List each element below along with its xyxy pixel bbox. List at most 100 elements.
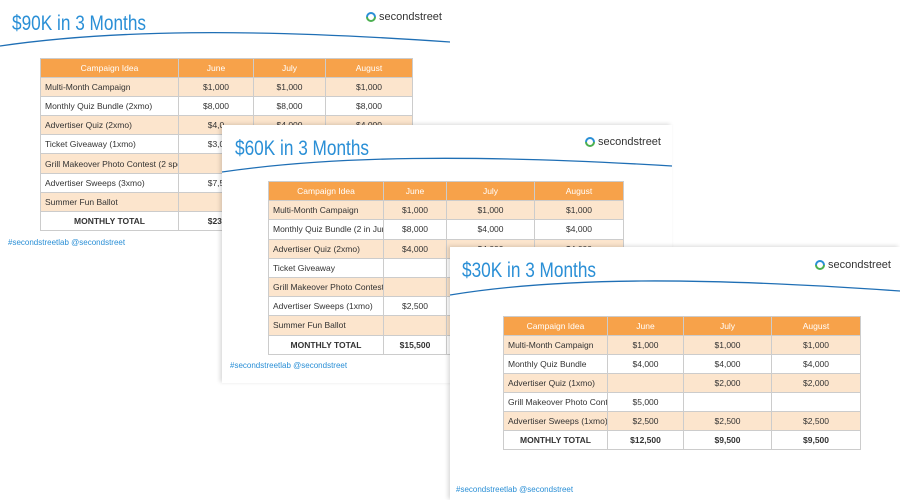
table-cell: $1,000 (535, 201, 624, 221)
table-cell: $4,000 (772, 355, 861, 374)
table-cell: $1,000 (772, 336, 861, 355)
slide-title: $90K in 3 Months (12, 12, 147, 35)
table-cell: Multi-Month Campaign (41, 78, 179, 98)
table-cell: Monthly Quiz Bundle (2 in June) (269, 220, 384, 240)
table-cell: $2,500 (384, 297, 447, 317)
logo-text: secondstreet (828, 259, 891, 271)
table-row: Campaign Idea June July August (504, 317, 861, 336)
table-cell: August (772, 317, 861, 336)
table-cell: $1,000 (179, 78, 254, 98)
table-cell: $1,000 (384, 201, 447, 221)
table-cell: August (535, 182, 624, 202)
wave-path (0, 31, 450, 47)
table-cell (384, 258, 447, 278)
table-cell: Multi-Month Campaign (269, 201, 384, 221)
table-cell: $2,000 (684, 374, 772, 393)
table-cell: MONTHLY TOTAL (41, 211, 179, 231)
logo: secondstreet (585, 136, 661, 148)
table-cell: July (684, 317, 772, 336)
table-cell: Advertiser Quiz (1xmo) (504, 374, 608, 393)
table-row: Monthly Quiz Bundle (2 in June) $8,000 $4,… (269, 220, 624, 240)
table-cell: Advertiser Sweeps (1xmo) (504, 412, 608, 431)
table-row: MONTHLY TOTAL $12,500 $9,500 $9,500 (504, 431, 861, 450)
table-cell: Campaign Idea (41, 59, 179, 79)
table-cell: Grill Makeover Photo Contest (269, 277, 384, 298)
table-cell: MONTHLY TOTAL (504, 431, 608, 450)
table-cell: $9,500 (684, 431, 772, 450)
wave-path (450, 280, 900, 296)
table-cell: $8,000 (384, 220, 447, 240)
table-cell: Summer Fun Ballot (41, 192, 179, 212)
footer: #secondstreetlab @secondstreet (8, 238, 126, 247)
table-cell: Advertiser Quiz (2xmo) (41, 116, 179, 136)
table-cell: $9,500 (772, 431, 861, 450)
table-cell: Multi-Month Campaign (504, 336, 608, 355)
table-cell: Campaign Idea (504, 317, 608, 336)
table-cell (384, 316, 447, 336)
table-cell (684, 393, 772, 412)
table: Campaign Idea June July August Multi-Month C… (503, 316, 861, 450)
logo-icon (366, 12, 376, 22)
slide-title: $30K in 3 Months (462, 259, 597, 282)
slide-title: $60K in 3 Months (235, 137, 370, 160)
wave-line (222, 157, 672, 173)
table-cell: Advertiser Sweeps (3xmo) (41, 173, 179, 193)
table-cell: $5,000 (608, 393, 684, 412)
table-cell: $8,000 (326, 97, 413, 117)
wave-path (222, 157, 672, 173)
table-cell: $2,500 (772, 412, 861, 431)
table-cell: MONTHLY TOTAL (269, 335, 384, 355)
table-cell: $8,000 (179, 97, 254, 117)
table-cell: $4,000 (384, 239, 447, 259)
table-cell: $1,000 (684, 336, 772, 355)
table-cell: Campaign Idea (269, 182, 384, 202)
table-row: Advertiser Sweeps (1xmo) $2,500 $2,500 $2,5… (504, 412, 861, 431)
table-cell (772, 393, 861, 412)
table-cell: Ticket Giveaway (1xmo) (41, 135, 179, 155)
table: Campaign Idea June July August Multi-Month C… (40, 58, 413, 231)
table-cell: $8,000 (254, 97, 326, 117)
wave-line (450, 280, 900, 296)
table-cell: $4,000 (535, 220, 624, 240)
table-cell: $2,000 (772, 374, 861, 393)
table-cell (608, 374, 684, 393)
table-row: Monthly Quiz Bundle (2xmo) $8,000 $8,000 $8… (41, 97, 413, 117)
table-cell: June (608, 317, 684, 336)
table-cell: $1,000 (608, 336, 684, 355)
footer: #secondstreetlab @secondstreet (456, 485, 574, 494)
table-cell: $15,500 (384, 335, 447, 355)
table-cell: $12,500 (608, 431, 684, 450)
table-row: Grill Makeover Photo Contest $5,000 (504, 393, 861, 412)
logo-text: secondstreet (379, 11, 442, 23)
logo-icon (585, 137, 595, 147)
table-cell: July (447, 182, 535, 202)
table-cell: $4,000 (684, 355, 772, 374)
table-row: Multi-Month Campaign $1,000 $1,000 $1,000 (269, 201, 624, 221)
wave-line (0, 31, 450, 47)
table-cell: Grill Makeover Photo Contest (2 sponsors… (41, 154, 179, 174)
table-cell: August (326, 59, 413, 79)
logo: secondstreet (366, 11, 442, 23)
logo-icon (815, 260, 825, 270)
table-cell: Grill Makeover Photo Contest (504, 393, 608, 412)
table-cell: $4,000 (447, 220, 535, 240)
table-row: Campaign Idea June July August (269, 182, 624, 202)
table-cell (384, 277, 447, 298)
slide: $30K in 3 Months secondstreet #secondstree… (450, 247, 900, 500)
table-cell: Ticket Giveaway (269, 258, 384, 278)
table-cell: $1,000 (326, 78, 413, 98)
table-cell: June (179, 59, 254, 79)
table-cell: Monthly Quiz Bundle (504, 355, 608, 374)
table-cell: Summer Fun Ballot (269, 316, 384, 336)
table-row: Multi-Month Campaign $1,000 $1,000 $1,000 (41, 78, 413, 98)
table-cell: $1,000 (447, 201, 535, 221)
table-row: Advertiser Quiz (1xmo) $2,000 $2,000 (504, 374, 861, 393)
table-row: Monthly Quiz Bundle $4,000 $4,000 $4,000 (504, 355, 861, 374)
logo: secondstreet (815, 259, 891, 271)
table-cell: $4,000 (608, 355, 684, 374)
logo-text: secondstreet (598, 136, 661, 148)
table-cell: $1,000 (254, 78, 326, 98)
table-row: Campaign Idea June July August (41, 59, 413, 79)
table-cell: June (384, 182, 447, 202)
